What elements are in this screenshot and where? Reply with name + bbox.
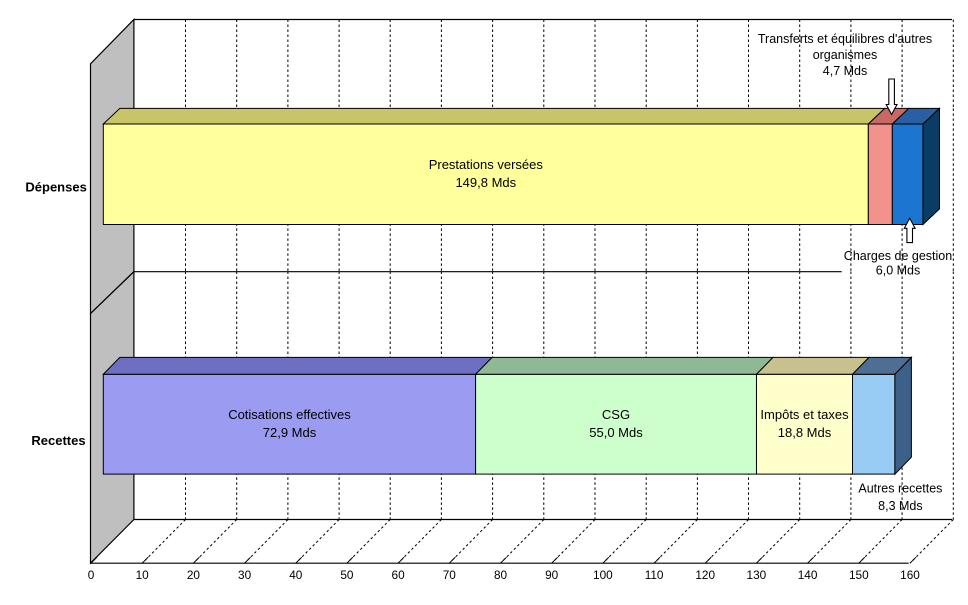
svg-text:40: 40 <box>289 568 303 582</box>
svg-text:160: 160 <box>900 568 920 582</box>
svg-text:Charges de gestion: Charges de gestion <box>844 249 952 263</box>
svg-text:Recettes: Recettes <box>31 433 85 448</box>
svg-text:Cotisations effectives: Cotisations effectives <box>228 407 351 422</box>
svg-text:60: 60 <box>392 568 406 582</box>
svg-text:organismes: organismes <box>813 48 878 62</box>
svg-text:6,0 Mds: 6,0 Mds <box>876 263 920 277</box>
svg-text:18,8 Mds: 18,8 Mds <box>778 425 832 440</box>
svg-text:Autres recettes: Autres recettes <box>858 482 942 496</box>
svg-text:55,0 Mds: 55,0 Mds <box>589 425 643 440</box>
svg-text:Transferts et équilibres d'aut: Transferts et équilibres d'autres <box>758 32 932 46</box>
svg-text:72,9 Mds: 72,9 Mds <box>263 425 317 440</box>
svg-text:Impôts et taxes: Impôts et taxes <box>760 407 849 422</box>
svg-text:120: 120 <box>695 568 715 582</box>
svg-text:130: 130 <box>747 568 767 582</box>
svg-text:Dépenses: Dépenses <box>25 179 86 194</box>
svg-text:0: 0 <box>88 568 95 582</box>
svg-text:8,3 Mds: 8,3 Mds <box>878 499 922 513</box>
svg-text:30: 30 <box>238 568 252 582</box>
svg-text:20: 20 <box>187 568 201 582</box>
svg-text:90: 90 <box>545 568 559 582</box>
svg-text:CSG: CSG <box>602 407 630 422</box>
svg-text:50: 50 <box>340 568 354 582</box>
svg-text:149,8 Mds: 149,8 Mds <box>455 175 516 190</box>
svg-text:110: 110 <box>645 568 664 582</box>
svg-text:10: 10 <box>136 568 150 582</box>
svg-text:4,7 Mds: 4,7 Mds <box>823 64 867 78</box>
svg-text:80: 80 <box>494 568 508 582</box>
svg-text:70: 70 <box>443 568 457 582</box>
svg-text:Prestations versées: Prestations versées <box>429 157 544 172</box>
svg-text:140: 140 <box>798 568 818 582</box>
svg-text:150: 150 <box>849 568 869 582</box>
svg-text:100: 100 <box>593 568 613 582</box>
